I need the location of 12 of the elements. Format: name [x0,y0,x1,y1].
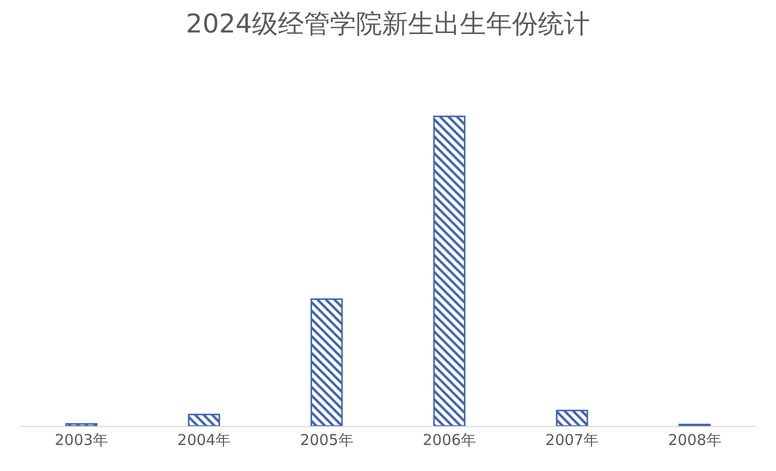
bar [310,298,343,426]
x-tick-label: 2008年 [668,431,722,449]
chart-title: 2024级经管学院新生出生年份统计 [186,9,590,40]
x-tick-label: 2003年 [54,431,108,449]
x-tick-label: 2005年 [300,431,354,449]
x-tick-label: 2004年 [177,431,231,449]
x-tick-label: 2007年 [545,431,599,449]
x-tick-label: 2006年 [422,431,476,449]
bar [188,414,220,426]
bar [556,410,588,426]
bar [65,423,98,426]
bar [433,116,466,426]
